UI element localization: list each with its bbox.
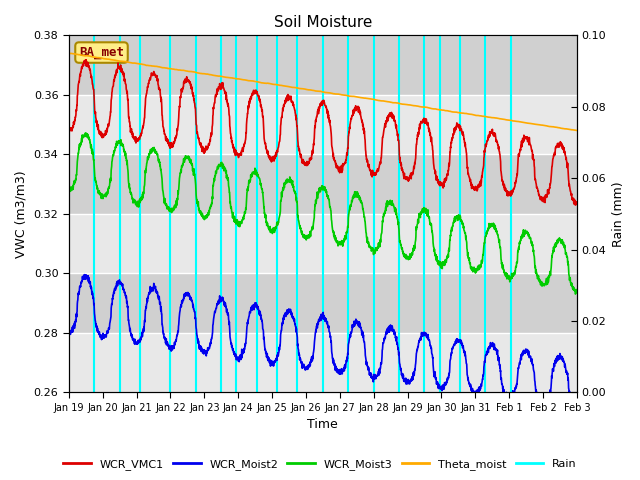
Legend: WCR_VMC1, WCR_Moist2, WCR_Moist3, Theta_moist, Rain: WCR_VMC1, WCR_Moist2, WCR_Moist3, Theta_… <box>59 455 581 474</box>
Title: Soil Moisture: Soil Moisture <box>274 15 372 30</box>
X-axis label: Time: Time <box>307 419 338 432</box>
Y-axis label: Rain (mm): Rain (mm) <box>612 181 625 247</box>
Bar <box>69 333 577 393</box>
Bar <box>69 274 577 333</box>
Bar <box>69 214 577 274</box>
Text: BA_met: BA_met <box>79 46 124 59</box>
Y-axis label: VWC (m3/m3): VWC (m3/m3) <box>15 170 28 258</box>
Bar <box>69 36 577 95</box>
Bar <box>69 155 577 214</box>
Bar <box>69 95 577 155</box>
